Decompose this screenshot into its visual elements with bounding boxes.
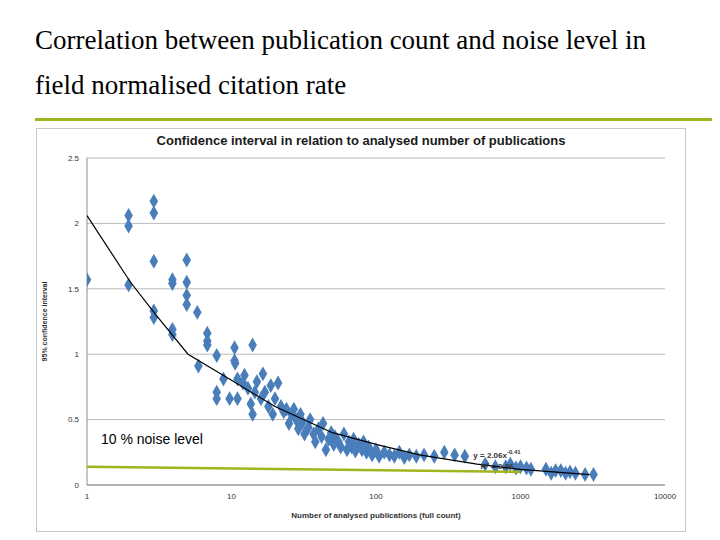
svg-text:1: 1: [75, 350, 80, 359]
svg-text:10000: 10000: [654, 492, 677, 501]
svg-text:0.5: 0.5: [68, 415, 80, 424]
html-text:R² = 0.96: R² = 0.96: [480, 461, 514, 471]
html-text:10 % noise level: 10 % noise level: [101, 431, 203, 447]
svg-text:2.5: 2.5: [68, 154, 80, 163]
svg-text:95% confidence interval: 95% confidence interval: [41, 282, 48, 362]
html-text:Confidence interval in relatio: Confidence interval in relation to analy…: [156, 133, 566, 148]
svg-text:0: 0: [75, 481, 80, 490]
html-text:Correlation between publicatio: Correlation between publication count an…: [35, 25, 647, 100]
svg-text:1000: 1000: [512, 492, 530, 501]
svg-text:10: 10: [227, 492, 236, 501]
svg-text:2: 2: [75, 219, 80, 228]
html-text:y = 2.06x-0.41: y = 2.06x-0.41: [473, 449, 521, 460]
svg-text:Number of analysed publication: Number of analysed publications (full co…: [291, 511, 461, 520]
svg-text:1: 1: [85, 492, 90, 501]
svg-text:1.5: 1.5: [68, 285, 80, 294]
svg-text:100: 100: [369, 492, 383, 501]
